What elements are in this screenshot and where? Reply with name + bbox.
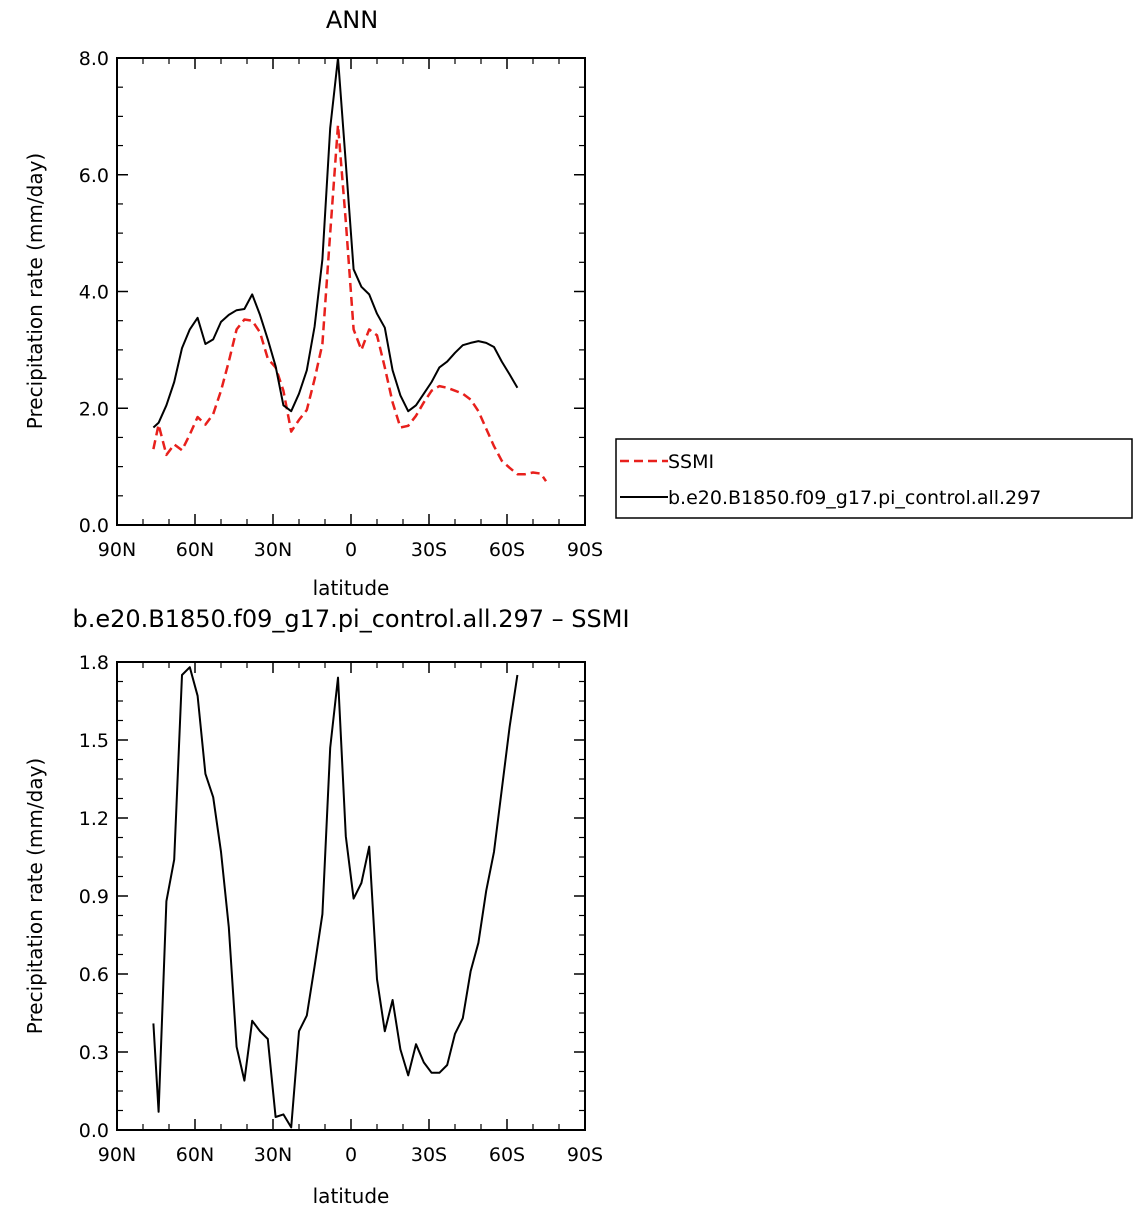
x-tick-label: 0 [345,1144,357,1166]
chart-top-ylabel: Precipitation rate (mm/day) [23,153,47,429]
legend-label-model: b.e20.B1850.f09_g17.pi_control.all.297 [668,487,1041,509]
y-tick-label: 1.5 [79,730,109,752]
y-tick-label: 4.0 [79,282,109,304]
y-tick-label: 8.0 [79,48,109,70]
x-tick-label: 90N [98,539,136,561]
x-tick-label: 60S [489,539,525,561]
y-tick-label: 6.0 [79,165,109,187]
x-tick-label: 60S [489,1144,525,1166]
chart-top-title: ANN [326,6,378,34]
y-tick-label: 0.0 [79,515,109,537]
chart-top-xlabel: latitude [313,576,390,600]
x-tick-label: 0 [345,539,357,561]
x-tick-label: 30N [254,539,292,561]
y-tick-label: 2.0 [79,398,109,420]
chart-bottom-title: b.e20.B1850.f09_g17.pi_control.all.297 –… [72,605,629,633]
x-tick-label: 90N [98,1144,136,1166]
x-tick-label: 60N [176,539,214,561]
x-tick-label: 90S [567,539,603,561]
chart-bottom-xlabel: latitude [313,1184,390,1208]
y-tick-label: 0.3 [79,1042,109,1064]
x-tick-label: 60N [176,1144,214,1166]
y-tick-label: 0.6 [79,964,109,986]
chart-bottom: b.e20.B1850.f09_g17.pi_control.all.297 –… [23,605,630,1208]
y-tick-label: 1.2 [79,808,109,830]
x-tick-label: 30S [411,1144,447,1166]
chart-top-series-line-0 [152,123,548,482]
legend-label-ssmi: SSMI [668,451,714,473]
chart-top: ANN 90N 60N 30N 0 30S 60S 90S 0.0 2.0 4.0 6.0 8.0 l… [23,6,603,600]
chart-top-series-line-1 [152,57,519,429]
chart-bottom-ylabel: Precipitation rate (mm/day) [23,758,47,1034]
chart-bottom-plot-frame [116,661,586,1131]
y-tick-label: 1.8 [79,652,109,674]
y-tick-label: 0.0 [79,1120,109,1142]
x-tick-label: 30S [411,539,447,561]
chart-top-legend: SSMI b.e20.B1850.f09_g17.pi_control.all.… [615,438,1133,519]
x-tick-label: 90S [567,1144,603,1166]
legend-box [615,438,1133,519]
y-tick-label: 0.9 [79,886,109,908]
x-tick-label: 30N [254,1144,292,1166]
chart-bottom-series-line-0 [152,666,519,1129]
